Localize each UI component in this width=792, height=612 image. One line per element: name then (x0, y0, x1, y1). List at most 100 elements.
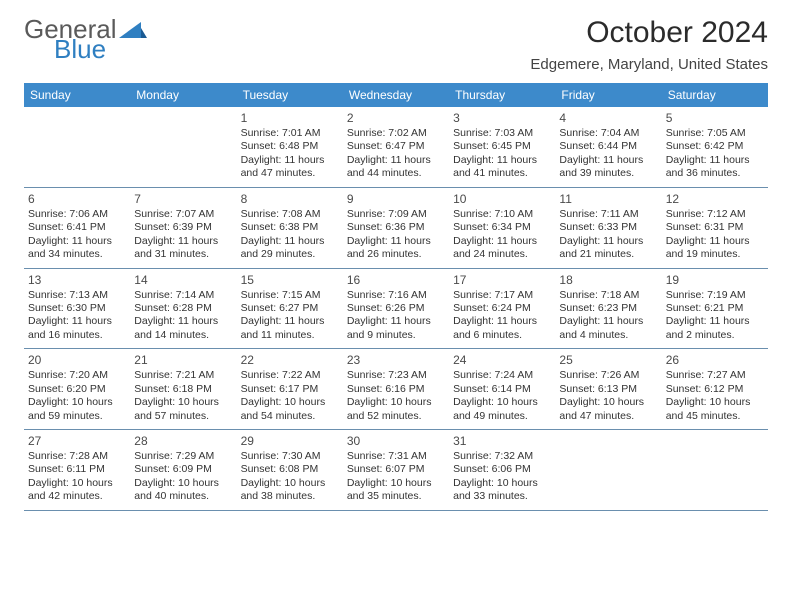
day-d2: and 42 minutes. (28, 490, 126, 503)
weeks-container: 1Sunrise: 7:01 AMSunset: 6:48 PMDaylight… (24, 107, 768, 511)
day-ss: Sunset: 6:13 PM (559, 383, 657, 396)
day-d2: and 45 minutes. (666, 410, 764, 423)
calendar: Sunday Monday Tuesday Wednesday Thursday… (24, 83, 768, 511)
day-sr: Sunrise: 7:30 AM (241, 450, 339, 463)
day-number: 16 (347, 271, 445, 289)
day-cell: 1Sunrise: 7:01 AMSunset: 6:48 PMDaylight… (237, 107, 343, 187)
day-d1: Daylight: 10 hours (559, 396, 657, 409)
title-block: October 2024 Edgemere, Maryland, United … (530, 16, 768, 73)
day-d1: Daylight: 10 hours (666, 396, 764, 409)
day-d1: Daylight: 10 hours (28, 396, 126, 409)
day-d2: and 29 minutes. (241, 248, 339, 261)
day-d1: Daylight: 11 hours (347, 235, 445, 248)
day-d2: and 54 minutes. (241, 410, 339, 423)
day-d2: and 33 minutes. (453, 490, 551, 503)
day-d1: Daylight: 11 hours (347, 315, 445, 328)
day-d2: and 26 minutes. (347, 248, 445, 261)
day-sr: Sunrise: 7:12 AM (666, 208, 764, 221)
day-number: 24 (453, 351, 551, 369)
day-cell (130, 107, 236, 187)
day-info: Sunrise: 7:03 AMSunset: 6:45 PMDaylight:… (453, 127, 551, 181)
day-d2: and 57 minutes. (134, 410, 232, 423)
day-ss: Sunset: 6:39 PM (134, 221, 232, 234)
day-ss: Sunset: 6:16 PM (347, 383, 445, 396)
day-cell: 7Sunrise: 7:07 AMSunset: 6:39 PMDaylight… (130, 188, 236, 268)
day-ss: Sunset: 6:08 PM (241, 463, 339, 476)
day-ss: Sunset: 6:38 PM (241, 221, 339, 234)
day-sr: Sunrise: 7:26 AM (559, 369, 657, 382)
day-sr: Sunrise: 7:23 AM (347, 369, 445, 382)
day-d1: Daylight: 10 hours (347, 477, 445, 490)
day-cell: 3Sunrise: 7:03 AMSunset: 6:45 PMDaylight… (449, 107, 555, 187)
day-number: 5 (666, 109, 764, 127)
day-number: 28 (134, 432, 232, 450)
day-info: Sunrise: 7:09 AMSunset: 6:36 PMDaylight:… (347, 208, 445, 262)
logo-text-blue: Blue (54, 36, 147, 62)
day-info: Sunrise: 7:28 AMSunset: 6:11 PMDaylight:… (28, 450, 126, 504)
day-sr: Sunrise: 7:16 AM (347, 289, 445, 302)
day-info: Sunrise: 7:11 AMSunset: 6:33 PMDaylight:… (559, 208, 657, 262)
day-ss: Sunset: 6:24 PM (453, 302, 551, 315)
day-d2: and 41 minutes. (453, 167, 551, 180)
day-info: Sunrise: 7:05 AMSunset: 6:42 PMDaylight:… (666, 127, 764, 181)
day-ss: Sunset: 6:45 PM (453, 140, 551, 153)
day-d1: Daylight: 11 hours (347, 154, 445, 167)
day-d2: and 2 minutes. (666, 329, 764, 342)
day-number: 22 (241, 351, 339, 369)
day-info: Sunrise: 7:30 AMSunset: 6:08 PMDaylight:… (241, 450, 339, 504)
day-cell: 12Sunrise: 7:12 AMSunset: 6:31 PMDayligh… (662, 188, 768, 268)
day-d1: Daylight: 11 hours (134, 235, 232, 248)
day-sr: Sunrise: 7:17 AM (453, 289, 551, 302)
day-ss: Sunset: 6:18 PM (134, 383, 232, 396)
day-info: Sunrise: 7:10 AMSunset: 6:34 PMDaylight:… (453, 208, 551, 262)
day-info: Sunrise: 7:17 AMSunset: 6:24 PMDaylight:… (453, 289, 551, 343)
day-d1: Daylight: 11 hours (453, 235, 551, 248)
day-info: Sunrise: 7:02 AMSunset: 6:47 PMDaylight:… (347, 127, 445, 181)
day-d2: and 59 minutes. (28, 410, 126, 423)
day-d1: Daylight: 11 hours (28, 235, 126, 248)
day-sr: Sunrise: 7:29 AM (134, 450, 232, 463)
day-info: Sunrise: 7:24 AMSunset: 6:14 PMDaylight:… (453, 369, 551, 423)
day-d2: and 9 minutes. (347, 329, 445, 342)
day-d2: and 16 minutes. (28, 329, 126, 342)
day-info: Sunrise: 7:01 AMSunset: 6:48 PMDaylight:… (241, 127, 339, 181)
day-number: 27 (28, 432, 126, 450)
day-sr: Sunrise: 7:14 AM (134, 289, 232, 302)
dow-mon: Monday (130, 83, 236, 107)
dow-fri: Friday (555, 83, 661, 107)
day-cell: 22Sunrise: 7:22 AMSunset: 6:17 PMDayligh… (237, 349, 343, 429)
day-info: Sunrise: 7:07 AMSunset: 6:39 PMDaylight:… (134, 208, 232, 262)
day-d2: and 31 minutes. (134, 248, 232, 261)
day-info: Sunrise: 7:13 AMSunset: 6:30 PMDaylight:… (28, 289, 126, 343)
day-number: 26 (666, 351, 764, 369)
day-sr: Sunrise: 7:10 AM (453, 208, 551, 221)
day-sr: Sunrise: 7:02 AM (347, 127, 445, 140)
logo: General Blue (24, 16, 147, 62)
day-cell: 10Sunrise: 7:10 AMSunset: 6:34 PMDayligh… (449, 188, 555, 268)
day-number: 6 (28, 190, 126, 208)
day-d2: and 21 minutes. (559, 248, 657, 261)
day-sr: Sunrise: 7:04 AM (559, 127, 657, 140)
day-sr: Sunrise: 7:18 AM (559, 289, 657, 302)
day-d1: Daylight: 11 hours (666, 235, 764, 248)
day-info: Sunrise: 7:04 AMSunset: 6:44 PMDaylight:… (559, 127, 657, 181)
day-cell: 8Sunrise: 7:08 AMSunset: 6:38 PMDaylight… (237, 188, 343, 268)
dow-thu: Thursday (449, 83, 555, 107)
day-cell: 19Sunrise: 7:19 AMSunset: 6:21 PMDayligh… (662, 269, 768, 349)
week-row: 6Sunrise: 7:06 AMSunset: 6:41 PMDaylight… (24, 188, 768, 269)
day-number: 8 (241, 190, 339, 208)
day-cell (662, 430, 768, 510)
day-ss: Sunset: 6:31 PM (666, 221, 764, 234)
day-cell (24, 107, 130, 187)
day-sr: Sunrise: 7:01 AM (241, 127, 339, 140)
day-sr: Sunrise: 7:15 AM (241, 289, 339, 302)
day-sr: Sunrise: 7:03 AM (453, 127, 551, 140)
day-info: Sunrise: 7:27 AMSunset: 6:12 PMDaylight:… (666, 369, 764, 423)
day-sr: Sunrise: 7:05 AM (666, 127, 764, 140)
day-cell: 23Sunrise: 7:23 AMSunset: 6:16 PMDayligh… (343, 349, 449, 429)
day-d2: and 39 minutes. (559, 167, 657, 180)
day-ss: Sunset: 6:26 PM (347, 302, 445, 315)
day-ss: Sunset: 6:48 PM (241, 140, 339, 153)
day-info: Sunrise: 7:32 AMSunset: 6:06 PMDaylight:… (453, 450, 551, 504)
location: Edgemere, Maryland, United States (530, 56, 768, 73)
